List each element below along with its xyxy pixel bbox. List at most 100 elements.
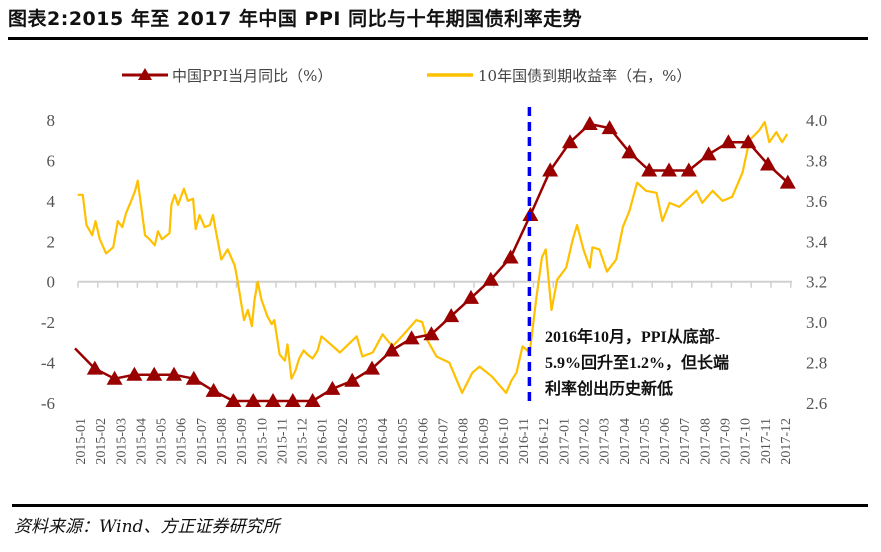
ppi-data-point (700, 146, 717, 161)
x-tick-label: 2015-05 (155, 418, 170, 465)
legend-ppi-marker (138, 68, 152, 80)
ppi-data-point (482, 271, 499, 286)
chart-title: 图表2:2015 年至 2017 年中国 PPI 同比与十年期国债利率走势 (8, 8, 583, 30)
x-tick-label: 2016-06 (416, 418, 431, 465)
x-tick-label: 2016-05 (396, 418, 411, 465)
ppi-data-point (740, 134, 757, 149)
ppi-data-point (542, 162, 559, 177)
ppi-data-point (265, 392, 281, 407)
chart-annotation: 2016年10月，PPI从底部- 5.9%回升至1.2%，但长端 利率创出历史新… (545, 325, 815, 403)
source-note: 资料来源：Wind、方正证券研究所 (14, 517, 280, 537)
y-left-tick-label: 4 (47, 192, 56, 211)
x-tick-label: 2016-09 (477, 418, 492, 465)
legend-yield-label: 10年国债到期收益率（右，%） (478, 67, 691, 85)
x-tick-label: 2017-03 (598, 418, 613, 465)
ppi-data-point (502, 249, 519, 264)
legend-ppi-label: 中国PPI当月同比（%） (172, 67, 332, 85)
y-right-tick-label: 3.0 (806, 313, 827, 332)
ppi-data-point (185, 370, 202, 385)
title-divider (8, 37, 868, 40)
y-left-tick-label: -4 (41, 354, 56, 373)
y-right-tick-label: 3.2 (806, 273, 827, 292)
x-tick-label: 2016-10 (497, 418, 512, 465)
x-tick-label: 2017-09 (718, 418, 733, 465)
ppi-data-point (245, 392, 262, 407)
x-tick-label: 2016-01 (316, 418, 331, 465)
ppi-data-point (344, 372, 361, 387)
x-tick-label: 2017-04 (618, 418, 633, 465)
yield-series-line (77, 120, 789, 394)
ppi-data-point (680, 162, 697, 177)
ppi-data-point (463, 289, 479, 304)
x-tick-label: 2015-01 (74, 418, 89, 465)
ppi-data-point (86, 360, 103, 375)
x-tick-label: 2015-09 (235, 418, 250, 465)
x-tick-label: 2017-02 (578, 418, 593, 465)
ppi-data-point (661, 162, 677, 177)
x-tick-label: 2016-07 (437, 418, 452, 465)
source-divider (12, 504, 868, 507)
ppi-data-point (205, 382, 222, 397)
y-left-tick-label: 0 (47, 273, 56, 292)
ppi-data-point (126, 366, 143, 381)
x-tick-label: 2015-03 (114, 418, 129, 465)
x-tick-label: 2015-07 (195, 418, 210, 465)
x-tick-label: 2017-06 (658, 418, 673, 465)
annotation-line: 利率创出历史新低 (545, 381, 674, 398)
x-tick-label: 2016-02 (336, 418, 351, 465)
ppi-data-point (423, 326, 440, 341)
ppi-data-point (443, 308, 460, 323)
ppi-data-point (304, 392, 321, 407)
annotation-line: 5.9%回升至1.2%，但长端 (545, 355, 730, 372)
y-left-tick-label: 2 (47, 232, 56, 251)
x-tick-label: 2015-06 (175, 418, 190, 465)
ppi-data-point (225, 392, 242, 407)
ppi-data-point (284, 392, 301, 407)
ppi-data-point (621, 144, 638, 159)
ppi-data-point (760, 156, 776, 171)
x-tick-label: 2017-07 (678, 418, 693, 465)
ppi-data-point (562, 134, 578, 149)
x-tick-label: 2016-04 (376, 418, 391, 465)
ppi-data-point (403, 330, 420, 345)
x-tick-label: 2015-12 (296, 418, 311, 465)
y-left-tick-label: 6 (47, 151, 56, 170)
x-tick-label: 2015-11 (275, 418, 290, 464)
x-tick-label: 2017-05 (638, 418, 653, 465)
x-tick-label: 2016-03 (356, 418, 371, 465)
ppi-data-point (779, 174, 796, 189)
y-right-tick-label: 3.6 (806, 192, 827, 211)
ppi-data-point (146, 366, 163, 381)
y-left-tick-label: 8 (47, 111, 56, 130)
y-right-tick-label: 2.8 (806, 354, 827, 373)
x-tick-label: 2017-08 (698, 418, 713, 465)
x-tick-label: 2016-12 (537, 418, 552, 465)
x-tick-label: 2015-08 (215, 418, 230, 465)
x-tick-label: 2015-02 (94, 418, 109, 465)
x-tick-label: 2016-11 (517, 418, 532, 464)
ppi-data-point (383, 342, 400, 357)
annotation-line: 2016年10月，PPI从底部- (545, 329, 721, 346)
y-right-tick-label: 4.0 (806, 111, 827, 130)
y-right-tick-label: 3.8 (806, 151, 827, 170)
x-tick-label: 2017-01 (557, 418, 572, 465)
x-tick-label: 2017-11 (759, 418, 774, 464)
ppi-data-point (720, 134, 737, 149)
x-tick-label: 2016-08 (457, 418, 472, 465)
x-tick-label: 2017-12 (779, 418, 794, 465)
x-tick-label: 2015-04 (134, 418, 149, 465)
y-right-tick-label: 3.4 (806, 232, 828, 251)
x-tick-label: 2015-10 (255, 418, 270, 465)
ppi-data-point (166, 366, 182, 381)
ppi-data-point (641, 162, 658, 177)
x-tick-label: 2017-10 (739, 418, 754, 465)
ppi-data-point (581, 116, 598, 131)
y-left-tick-label: -2 (41, 313, 55, 332)
ppi-data-point (324, 380, 341, 395)
y-right-tick-label: 2.6 (806, 394, 827, 413)
y-left-tick-label: -6 (41, 394, 55, 413)
ppi-data-point (364, 360, 380, 375)
ppi-data-point (601, 120, 618, 135)
ppi-data-point (106, 370, 123, 385)
